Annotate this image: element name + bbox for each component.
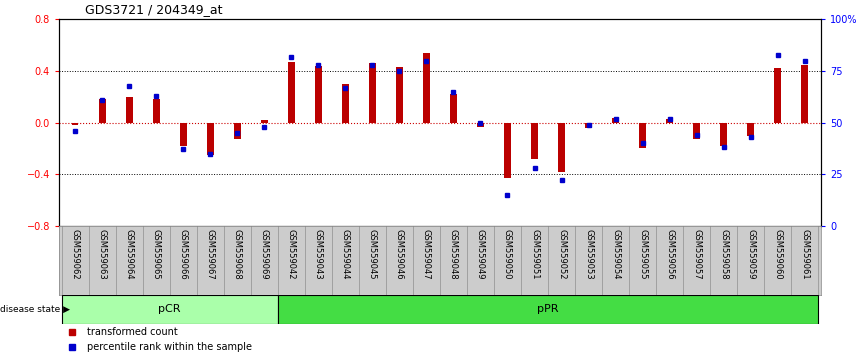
Text: GSM559046: GSM559046 (395, 229, 404, 279)
Text: GDS3721 / 204349_at: GDS3721 / 204349_at (85, 3, 223, 16)
Text: GSM559058: GSM559058 (719, 229, 728, 279)
Text: pCR: pCR (158, 304, 181, 314)
Bar (450, 94, 457, 123)
Bar (531, 123, 538, 159)
Bar (774, 68, 781, 123)
Bar (288, 62, 294, 123)
Text: GSM559069: GSM559069 (260, 229, 268, 279)
Text: pPR: pPR (537, 304, 559, 314)
Bar (207, 123, 214, 155)
Bar (180, 123, 186, 146)
Bar (261, 120, 268, 123)
Bar (369, 63, 376, 123)
Bar (315, 66, 321, 123)
Bar (694, 123, 700, 139)
Text: GSM559051: GSM559051 (530, 229, 539, 279)
Text: GSM559063: GSM559063 (98, 229, 107, 279)
Bar (61, 295, 278, 324)
Text: disease state ▶: disease state ▶ (0, 305, 70, 314)
Bar (423, 53, 430, 123)
Bar (639, 123, 646, 148)
Bar (278, 295, 818, 324)
Bar (504, 123, 511, 178)
Text: GSM559048: GSM559048 (449, 229, 458, 279)
Bar (666, 119, 673, 123)
Text: percentile rank within the sample: percentile rank within the sample (87, 342, 252, 352)
Bar (234, 123, 241, 139)
Text: GSM559055: GSM559055 (638, 229, 647, 279)
Bar (721, 123, 727, 146)
Bar (585, 123, 592, 128)
Text: GSM559043: GSM559043 (313, 229, 323, 279)
Text: GSM559054: GSM559054 (611, 229, 620, 279)
Text: GSM559068: GSM559068 (233, 229, 242, 279)
Text: GSM559049: GSM559049 (476, 229, 485, 279)
Text: GSM559056: GSM559056 (665, 229, 674, 279)
Text: GSM559057: GSM559057 (692, 229, 701, 279)
Text: GSM559060: GSM559060 (773, 229, 782, 279)
Bar (126, 97, 132, 123)
Bar (559, 123, 565, 172)
Text: GSM559042: GSM559042 (287, 229, 296, 279)
Bar (396, 67, 403, 123)
Text: GSM559067: GSM559067 (206, 229, 215, 279)
Text: transformed count: transformed count (87, 327, 178, 337)
Text: GSM559050: GSM559050 (503, 229, 512, 279)
Text: GSM559044: GSM559044 (341, 229, 350, 279)
Bar (72, 123, 79, 125)
Text: GSM559059: GSM559059 (746, 229, 755, 279)
Text: GSM559047: GSM559047 (422, 229, 431, 279)
Bar (152, 99, 159, 123)
Bar (801, 65, 808, 123)
Text: GSM559061: GSM559061 (800, 229, 809, 279)
Bar (747, 123, 754, 136)
Bar (477, 123, 484, 126)
Text: GSM559062: GSM559062 (71, 229, 80, 279)
Text: GSM559052: GSM559052 (557, 229, 566, 279)
Bar (342, 84, 349, 123)
Text: GSM559066: GSM559066 (178, 229, 188, 279)
Text: GSM559064: GSM559064 (125, 229, 133, 279)
Text: GSM559065: GSM559065 (152, 229, 161, 279)
Text: GSM559045: GSM559045 (368, 229, 377, 279)
Text: GSM559053: GSM559053 (584, 229, 593, 279)
Bar (612, 118, 619, 123)
Bar (99, 99, 106, 123)
